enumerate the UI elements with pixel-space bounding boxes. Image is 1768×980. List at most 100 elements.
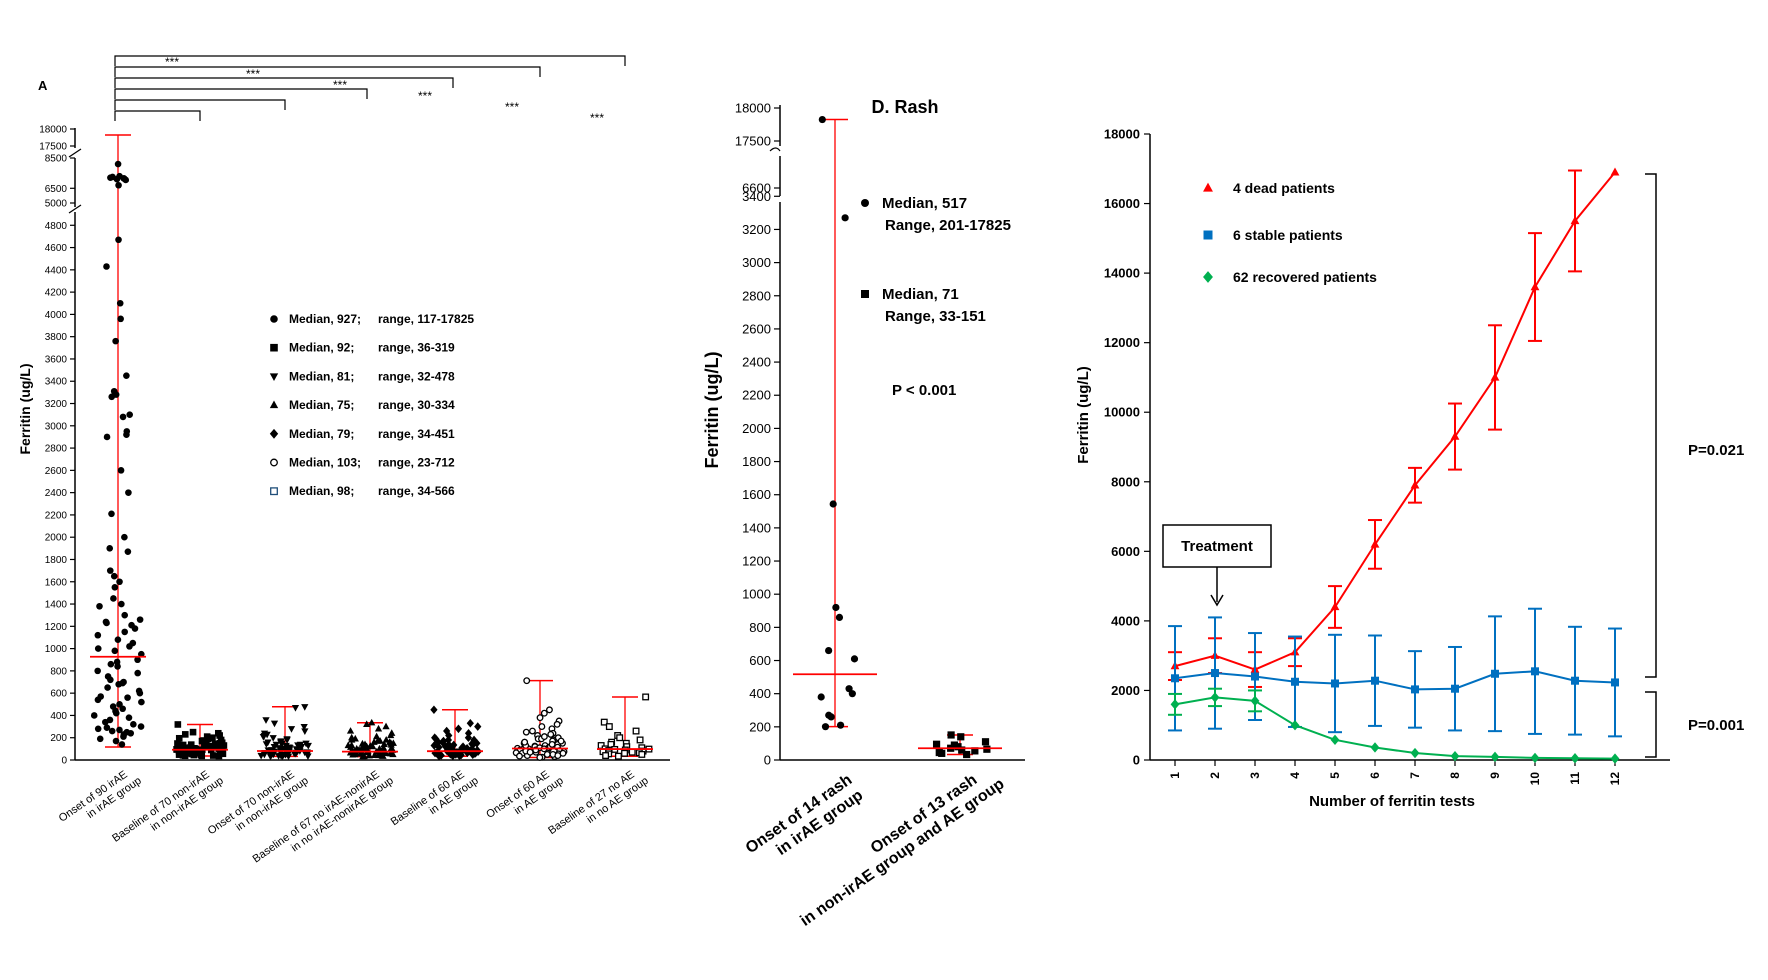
a-data-point: [125, 489, 132, 496]
a-data-point: [382, 735, 390, 743]
a-data-point: [189, 728, 197, 736]
a-data-point: [114, 636, 122, 643]
a-legend-marker: [269, 428, 279, 439]
a-legend-median: Median, 92;: [289, 341, 354, 355]
a-y-tick-label: 3200: [45, 399, 68, 410]
a-data-point: [112, 737, 120, 745]
d-category-label: Onset of 13 rashin non-irAE group and AE…: [786, 760, 1007, 930]
a-data-point: [108, 510, 115, 518]
a-y-tick-label: 600: [50, 689, 67, 700]
a-data-point: [369, 742, 377, 750]
a-legend-marker: [270, 315, 278, 323]
a-data-point: [108, 393, 116, 401]
a-data-point: [616, 734, 624, 742]
panel-a-label: A: [38, 78, 48, 93]
d-y-tick-label: 600: [749, 653, 771, 668]
a-data-point: [108, 727, 116, 735]
c-y-tick-label: 0: [1133, 753, 1140, 768]
c-legend-label: 6 stable patients: [1233, 227, 1343, 243]
a-data-point: [301, 704, 309, 711]
a-data-point: [523, 677, 531, 685]
a-data-point: [94, 725, 102, 733]
d-y-tick-label: 1800: [742, 454, 771, 469]
a-data-point: [538, 723, 546, 731]
a-data-point: [136, 689, 144, 697]
a-data-point: [605, 723, 613, 731]
a-data-point: [179, 748, 186, 756]
d-legend-marker: [861, 199, 869, 207]
c-series-line: [1174, 670, 1616, 691]
a-y-tick-label: 3000: [45, 421, 68, 432]
a-data-point: [557, 737, 565, 745]
a-data-point: [291, 705, 300, 712]
significance-bracket: [114, 77, 454, 88]
c-data-point: [1251, 672, 1259, 681]
a-data-point: [470, 735, 478, 745]
c-x-tick-label: 12: [1608, 772, 1622, 786]
a-y-tick-label: 0: [61, 756, 67, 767]
a-data-point: [103, 724, 111, 731]
a-data-point: [121, 533, 128, 541]
d-y-tick-label: 1000: [742, 587, 771, 602]
a-data-point: [529, 727, 536, 735]
a-axis-break-mark: [68, 148, 82, 158]
significance-stars: ***: [505, 100, 519, 114]
c-data-point: [1171, 674, 1179, 683]
panel-a-significance-brackets: *** *** *** *** *** ***: [114, 55, 626, 125]
d-data-point: [850, 655, 859, 663]
a-data-point: [272, 741, 280, 749]
a-data-point: [270, 720, 279, 728]
a-data-point: [638, 750, 646, 758]
c-y-tick-label: 6000: [1111, 544, 1140, 559]
a-data-point: [636, 736, 644, 744]
a-data-point: [287, 726, 296, 733]
significance-bracket: [114, 110, 201, 121]
panel-c-legend: 4 dead patients 6 stable patients 62 recov…: [1203, 180, 1377, 285]
a-data-point: [379, 752, 387, 759]
a-data-point: [209, 752, 217, 759]
a-data-point: [136, 616, 144, 623]
a-data-point: [120, 175, 128, 182]
d-y-tick-label: 200: [749, 719, 771, 734]
a-data-point: [120, 733, 127, 740]
a-data-point: [469, 750, 477, 759]
d-y-tick-label: 2000: [742, 421, 771, 436]
a-data-point: [379, 743, 388, 751]
a-legend-median: Median, 98;: [289, 484, 354, 498]
a-data-point: [118, 741, 126, 748]
a-data-point: [114, 663, 121, 670]
c-data-point: [1610, 167, 1620, 176]
a-data-point: [278, 740, 286, 748]
a-legend-median: Median, 75;: [289, 398, 354, 412]
a-data-point: [198, 737, 206, 745]
c-x-tick-label: 1: [1168, 772, 1182, 779]
c-data-point: [1211, 669, 1219, 678]
a-data-point: [90, 712, 98, 719]
c-legend-marker: [1203, 182, 1213, 192]
d-y-tick-label: 3000: [742, 255, 771, 270]
c-data-point: [1370, 539, 1380, 548]
c-x-tick-label: 5: [1328, 772, 1342, 779]
a-data-point: [300, 723, 308, 731]
a-data-point: [181, 744, 189, 752]
d-y-tick-label: 2800: [742, 288, 771, 303]
d-y-tick-label: 18000: [735, 101, 771, 116]
a-y-tick-label: 4000: [45, 310, 68, 321]
d-data-point: [841, 214, 849, 222]
a-data-point: [387, 731, 395, 739]
c-data-point: [1570, 753, 1580, 764]
panel-c-series: [1168, 167, 1622, 764]
c-data-point: [1530, 282, 1540, 291]
c-data-point: [1530, 752, 1540, 764]
a-data-point: [106, 567, 114, 574]
a-data-point: [124, 694, 131, 701]
a-y-tick-label: 8500: [45, 154, 68, 165]
c-y-tick-label: 8000: [1111, 474, 1140, 489]
c-legend-label: 4 dead patients: [1233, 180, 1335, 196]
panel-d: D. Rash Ferritin (ug/L) 0 200 400 600 800 100…: [702, 97, 1025, 930]
a-data-point: [118, 600, 125, 608]
d-y-tick-label: 17500: [735, 134, 771, 149]
a-data-point: [352, 749, 360, 756]
